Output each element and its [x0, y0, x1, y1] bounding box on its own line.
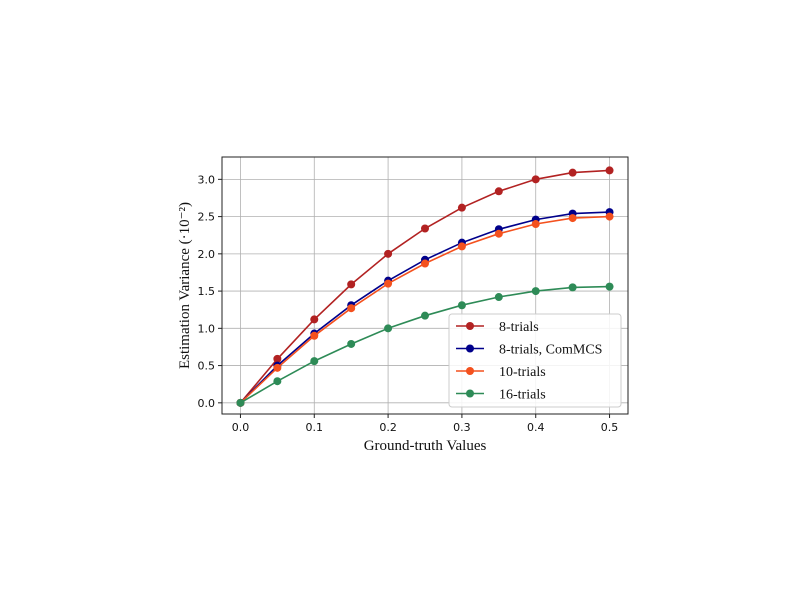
legend-swatch-marker — [466, 344, 474, 353]
data-point — [273, 354, 282, 363]
data-point — [273, 377, 282, 386]
legend-box — [448, 313, 622, 408]
series-layer — [236, 166, 614, 407]
data-point — [384, 324, 393, 333]
x-tick-label: 0.5 — [601, 421, 619, 434]
data-point — [347, 280, 356, 289]
plot-frame — [221, 156, 629, 415]
data-point — [568, 214, 577, 223]
x-tick-label: 0.2 — [379, 421, 397, 434]
data-point — [384, 279, 393, 288]
data-point — [531, 175, 540, 184]
data-point — [347, 304, 356, 313]
tick-layer: 0.0 0.1 0.2 0.3 0.4 0.5 0.0 0.5 1.0 1.5 2.0 2.5 3.0 — [198, 173, 619, 434]
legend-label: 16-trials — [499, 388, 546, 403]
legend-label: 10-trials — [499, 365, 546, 380]
legend-swatch-marker — [466, 322, 474, 330]
data-point — [457, 242, 466, 251]
data-point — [568, 283, 577, 292]
y-tick-label: 1.0 — [198, 322, 216, 335]
data-point — [236, 398, 245, 407]
legend-swatch-marker — [466, 389, 474, 398]
x-tick-label: 0.0 — [232, 421, 250, 434]
legend-label: 8-trials — [499, 320, 539, 335]
x-tick-label: 0.3 — [453, 421, 471, 434]
data-point — [384, 249, 393, 258]
data-point — [421, 259, 429, 268]
data-point — [568, 168, 577, 177]
y-axis-title: Estimation Variance (·10⁻²) — [177, 202, 193, 369]
data-point — [273, 363, 282, 372]
data-point — [494, 187, 503, 196]
legend-swatch-marker — [466, 367, 474, 375]
data-point — [310, 357, 319, 366]
y-tick-label: 2.0 — [198, 248, 216, 261]
y-tick-label: 1.5 — [198, 285, 216, 298]
data-point — [605, 282, 614, 291]
data-point — [494, 229, 503, 238]
data-point — [421, 224, 429, 233]
data-point — [310, 331, 319, 340]
data-point — [531, 287, 540, 296]
y-tick-label: 0.5 — [198, 360, 216, 373]
data-point — [605, 212, 614, 221]
data-point — [457, 301, 466, 310]
data-point — [310, 315, 319, 324]
data-point — [605, 166, 614, 175]
data-point — [421, 311, 429, 320]
y-tick-label: 3.0 — [198, 173, 216, 186]
legend: 8-trials 8-trials, ComMCS 10-trials 16-tria… — [448, 313, 622, 408]
x-axis-title: Ground-truth Values — [364, 438, 487, 454]
legend-label: 8-trials, ComMCS — [499, 343, 602, 358]
y-tick-label: 2.5 — [198, 211, 216, 224]
data-point — [457, 203, 466, 212]
data-point — [347, 339, 356, 348]
data-point — [531, 220, 540, 229]
data-point — [494, 293, 503, 302]
x-tick-label: 0.4 — [527, 421, 545, 434]
y-tick-label: 0.0 — [198, 397, 216, 410]
x-tick-label: 0.1 — [306, 421, 324, 434]
